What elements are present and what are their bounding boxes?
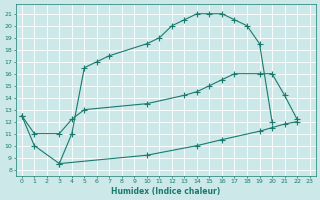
X-axis label: Humidex (Indice chaleur): Humidex (Indice chaleur) bbox=[111, 187, 220, 196]
